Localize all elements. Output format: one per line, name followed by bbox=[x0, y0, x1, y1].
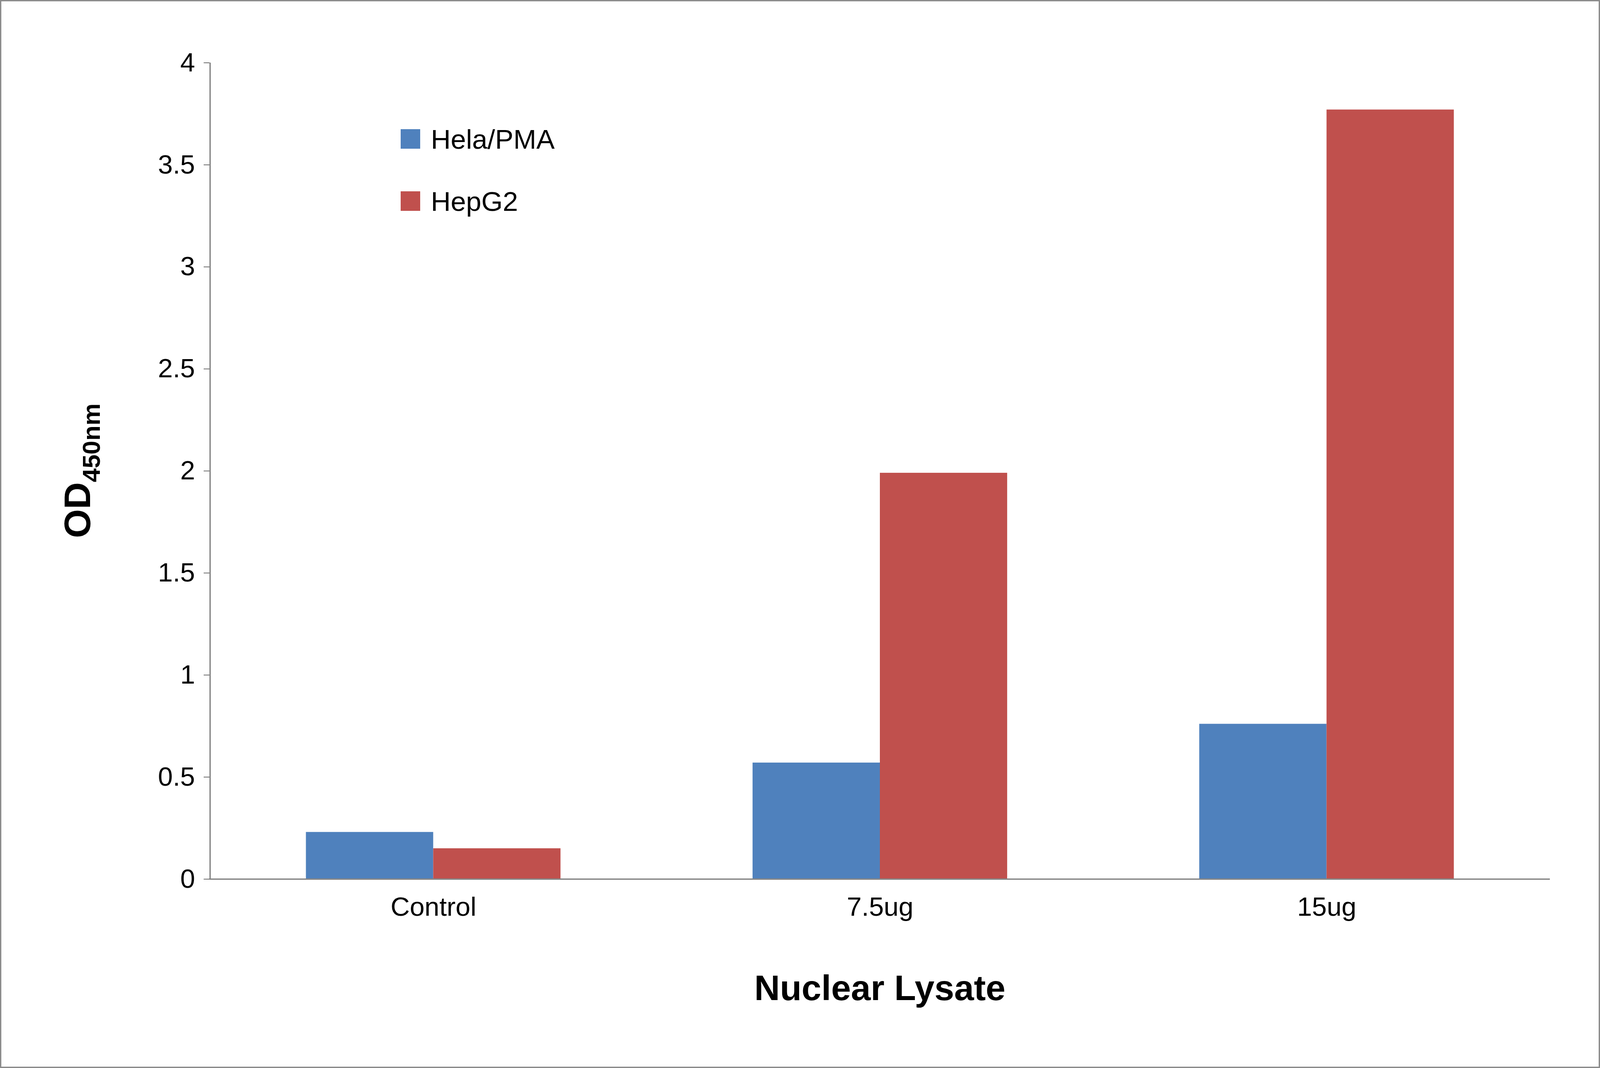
svg-text:1.5: 1.5 bbox=[157, 557, 195, 588]
svg-text:15ug: 15ug bbox=[1296, 891, 1356, 922]
svg-text:3.5: 3.5 bbox=[157, 149, 195, 180]
svg-text:3: 3 bbox=[180, 251, 195, 281]
svg-text:4: 4 bbox=[180, 47, 195, 78]
html-text:HepG2: HepG2 bbox=[430, 185, 519, 217]
svg-text:0: 0 bbox=[180, 863, 195, 894]
svg-text:Control: Control bbox=[390, 891, 477, 922]
svg-text:7.5ug: 7.5ug bbox=[846, 891, 914, 922]
svg-text:OD450nm: OD450nm bbox=[56, 403, 106, 538]
svg-text:2.5: 2.5 bbox=[157, 353, 195, 383]
svg-text:0.5: 0.5 bbox=[157, 761, 195, 792]
svg-text:Nuclear Lysate: Nuclear Lysate bbox=[754, 967, 1006, 1008]
html-text:Hela/PMA: Hela/PMA bbox=[430, 123, 555, 155]
svg-text:1: 1 bbox=[180, 659, 195, 690]
svg-text:2: 2 bbox=[180, 455, 195, 485]
